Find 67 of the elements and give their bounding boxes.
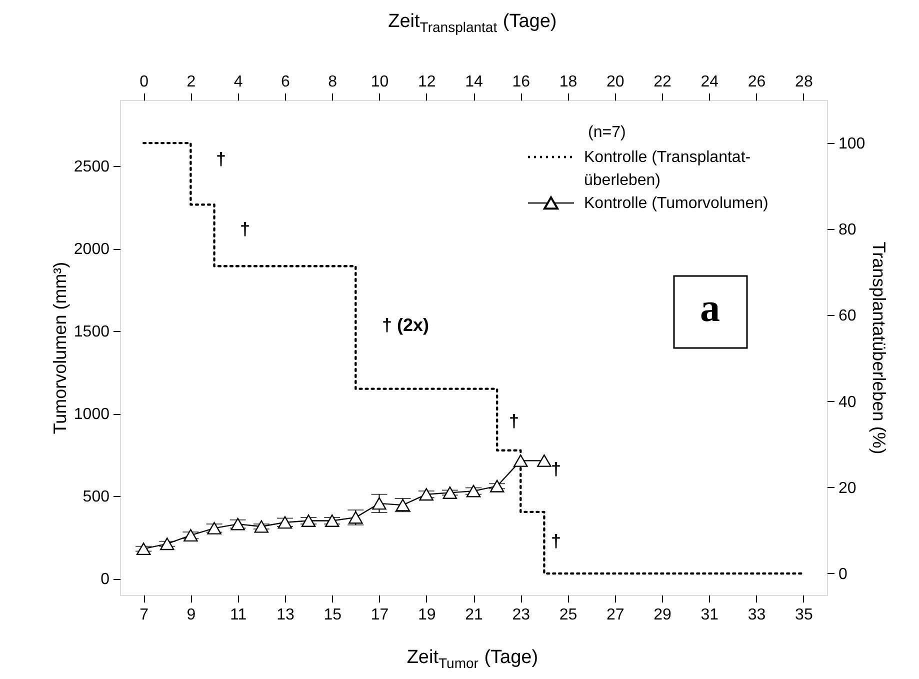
x2-tick-label: 24	[700, 74, 719, 90]
y2-tick-label: 0	[838, 566, 848, 583]
x2-tick-label: 14	[465, 74, 483, 90]
x-tick-label: 17	[370, 606, 389, 624]
x2-tick-label: 2	[186, 74, 196, 90]
y2-tick-label: 100	[838, 136, 866, 153]
point	[490, 480, 504, 492]
annotation: † (2x)	[382, 315, 430, 335]
y2-tick-label: 40	[838, 394, 856, 411]
legend-label: Kontrolle (Tumorvolumen)	[584, 195, 768, 212]
x2-tick-label: 4	[234, 74, 243, 90]
y-tick-label: 1000	[74, 406, 110, 423]
x-tick-label: 23	[512, 606, 530, 624]
point	[160, 538, 174, 550]
annotation: †	[240, 219, 250, 239]
y-tick-label: 1500	[74, 324, 110, 340]
point	[466, 484, 481, 498]
x-tick-label: 35	[795, 606, 813, 624]
x2-tick-label: 10	[370, 74, 389, 90]
annotation: †	[216, 149, 226, 169]
y-tick-label: 2000	[74, 241, 110, 258]
annotation: †	[551, 531, 562, 551]
y-tick-label: 2500	[74, 158, 110, 176]
x2-tick-label: 12	[418, 74, 436, 90]
point	[372, 497, 386, 510]
annotation: a	[700, 285, 720, 330]
point	[419, 488, 434, 501]
x2-tick-label: 26	[748, 74, 766, 90]
x-tick-label: 29	[654, 606, 672, 624]
point	[442, 486, 458, 499]
x-tick-label: 7	[140, 606, 149, 624]
point	[537, 454, 552, 467]
y-tick-label: 0	[100, 571, 110, 588]
x2-tick-label: 16	[512, 74, 530, 90]
y-axis-title: Tumorvolumen (mm³)	[50, 262, 70, 434]
x-tick-label: 33	[748, 606, 766, 624]
point	[514, 454, 528, 467]
y2-tick-label: 20	[838, 480, 856, 497]
x2-tick-label: 18	[559, 74, 578, 90]
y-tick-label: 500	[82, 488, 110, 506]
annotation: †	[551, 459, 562, 479]
x-tick-label: 9	[186, 606, 196, 624]
x2-tick-label: 20	[606, 74, 624, 90]
x-tick-label: 25	[559, 606, 578, 624]
point	[324, 514, 340, 527]
x-tick-label: 15	[324, 606, 342, 624]
y2-axis-title: Transplantatüberleben (%)	[869, 242, 890, 454]
legend-title: (n=7)	[588, 124, 626, 141]
y2-tick-label: 60	[838, 308, 856, 325]
x-tick-label: 31	[700, 606, 719, 624]
point	[184, 529, 198, 542]
x-tick-label: 27	[606, 606, 624, 624]
x2-tick-label: 6	[281, 74, 290, 90]
point	[136, 542, 151, 556]
point	[254, 520, 269, 533]
x2-tick-label: 0	[140, 74, 149, 90]
x-tick-label: 13	[276, 606, 294, 624]
x-tick-label: 19	[418, 606, 436, 624]
point	[301, 514, 316, 527]
x-tick-label: 21	[465, 606, 483, 624]
x2-tick-label: 8	[328, 74, 338, 90]
annotation: †	[509, 411, 520, 431]
y2-tick-label: 80	[838, 222, 856, 239]
legend-label: Kontrolle (Transplantat-überleben)	[584, 149, 751, 189]
x2-tick-label: 28	[795, 74, 813, 90]
x2-tick-label: 22	[654, 74, 672, 90]
x-tick-label: 11	[230, 606, 247, 624]
